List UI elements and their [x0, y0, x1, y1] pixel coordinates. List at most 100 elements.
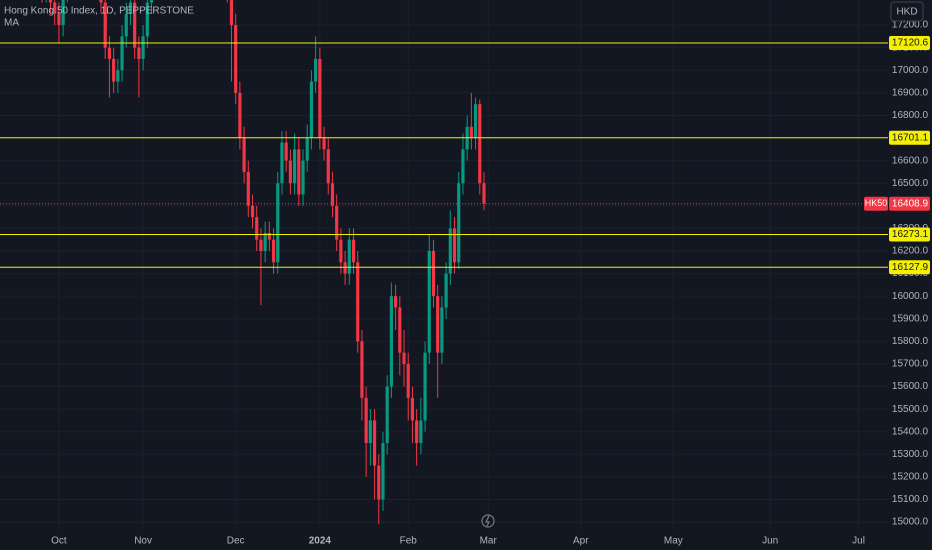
chart-title: Hong Kong 50 Index, 1D, PEPPERSTONE: [4, 6, 194, 17]
x-tick-label: 2024: [309, 536, 332, 547]
candle-body: [284, 142, 288, 161]
y-tick-label: 15300.0: [892, 449, 929, 460]
candle-body: [457, 183, 461, 263]
price-label-box: [889, 36, 930, 51]
y-tick-label: 17000.0: [892, 65, 929, 76]
candle-body: [318, 58, 322, 139]
candle-body: [427, 250, 431, 353]
candle-body: [145, 2, 149, 37]
price-label-box: [889, 130, 930, 145]
y-tick-label: 16600.0: [892, 155, 929, 166]
candle-body: [372, 420, 377, 466]
candle-body: [473, 104, 478, 139]
candle-body: [431, 250, 436, 297]
candle-body: [124, 13, 128, 37]
x-tick-label: Mar: [480, 536, 498, 547]
candle-body: [48, 0, 53, 3]
y-tick-label: 15600.0: [892, 381, 929, 392]
candle-body: [389, 296, 393, 387]
x-tick-label: Nov: [134, 536, 152, 547]
candle-body: [116, 70, 120, 82]
candle-body: [452, 228, 457, 263]
candle-body: [335, 205, 339, 240]
candle-body: [351, 239, 356, 263]
candle-body: [276, 183, 280, 263]
candle-body: [305, 138, 309, 161]
y-tick-label: 15000.0: [892, 517, 929, 528]
price-label: 16701.1: [892, 132, 929, 143]
y-tick-label: 15400.0: [892, 426, 929, 437]
candle-body: [301, 160, 305, 195]
candle-body: [292, 149, 297, 184]
candle-body: [440, 307, 444, 353]
candle-body: [141, 36, 145, 59]
candle-body: [444, 273, 448, 308]
candle-body: [255, 217, 259, 240]
candle-body: [478, 104, 482, 184]
y-tick-label: 15800.0: [892, 336, 929, 347]
plot-area: [0, 0, 888, 525]
candle-body: [402, 352, 406, 364]
candle-body: [238, 92, 242, 139]
price-label-box: [889, 260, 930, 275]
y-tick-label: 16900.0: [892, 87, 929, 98]
candle-body: [330, 183, 335, 206]
candle-body: [360, 341, 364, 398]
candle-body: [267, 232, 271, 240]
candle-body: [368, 420, 372, 444]
currency-label[interactable]: HKD: [896, 7, 917, 18]
candle-body: [410, 397, 415, 421]
replay-icon[interactable]: [481, 514, 495, 528]
candle-body: [137, 47, 141, 59]
candle-body: [419, 420, 423, 444]
candle-body: [271, 239, 276, 263]
x-tick-label: May: [664, 536, 683, 547]
candle-body: [133, 2, 137, 48]
candle-body: [229, 0, 234, 26]
y-tick-label: 15900.0: [892, 313, 929, 324]
candle-body: [99, 0, 103, 3]
indicator-label: MA: [4, 18, 19, 29]
candle-body: [250, 205, 255, 218]
candle-body: [461, 149, 465, 184]
y-tick-label: 16500.0: [892, 178, 929, 189]
y-tick-label: 17200.0: [892, 20, 929, 31]
candle-body: [309, 81, 314, 139]
symbol-box: [864, 196, 888, 211]
y-tick-label: 15500.0: [892, 404, 929, 415]
candle-body: [469, 126, 473, 139]
symbol-label: HK50: [865, 198, 888, 208]
price-label: 16127.9: [892, 262, 929, 273]
x-tick-label: Oct: [51, 536, 67, 547]
candle-body: [448, 228, 452, 274]
candle-body: [356, 262, 360, 342]
x-tick-label: Jul: [852, 536, 865, 547]
x-tick-label: Feb: [400, 536, 418, 547]
y-tick-label: 15700.0: [892, 359, 929, 370]
candle-body: [149, 0, 154, 3]
candle-body: [415, 420, 419, 444]
candle-body: [280, 142, 284, 184]
candle-body: [128, 2, 133, 14]
candle-body: [112, 58, 116, 82]
candle-body: [120, 36, 124, 71]
candle-body: [288, 160, 292, 184]
candle-body: [482, 183, 486, 204]
candle-body: [297, 149, 301, 195]
price-label-box: [889, 227, 930, 242]
candle-body: [385, 386, 389, 444]
candle-body: [263, 232, 267, 251]
currency-box[interactable]: [890, 1, 924, 22]
candle-body: [322, 138, 326, 150]
candle-body: [364, 397, 368, 444]
candle-body: [259, 239, 263, 251]
candle-body: [339, 239, 343, 263]
candle-body: [326, 149, 330, 184]
axes: 15000.0 15100.0 15200.0 15300.0 15400.0 15500…: [51, 20, 930, 547]
last-price-label: 16408.9: [892, 198, 929, 209]
candle-body: [347, 239, 351, 274]
candle-body: [246, 171, 250, 206]
x-tick-label: Apr: [573, 536, 589, 547]
x-tick-label: Jun: [762, 536, 778, 547]
candle-body: [61, 0, 65, 26]
